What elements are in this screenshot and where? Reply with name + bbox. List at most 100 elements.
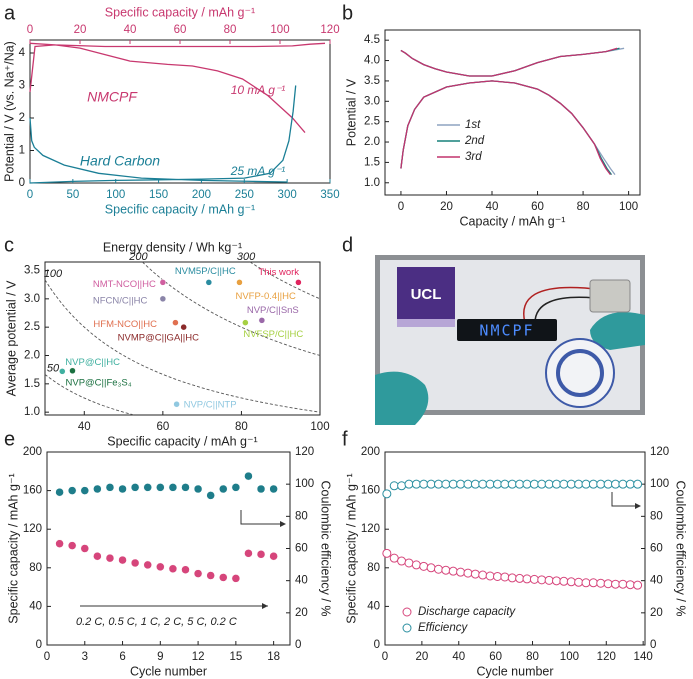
data-point xyxy=(603,479,613,489)
data-point xyxy=(537,479,547,489)
data-point xyxy=(596,578,606,588)
point-label: NVM5P/C||HC xyxy=(175,266,236,277)
data-point xyxy=(478,570,488,580)
series-label: Hard Carbon xyxy=(80,153,160,169)
iso-energy-label: 50 xyxy=(47,362,60,374)
data-point xyxy=(295,279,302,286)
y-tick-label: 2.0 xyxy=(364,136,380,148)
point-label: NFCN/C||HC xyxy=(93,295,148,306)
data-point xyxy=(588,578,598,588)
data-point xyxy=(448,479,458,489)
point-label: NVMP@C||GA||HC xyxy=(118,333,199,344)
x-tick-label: 80 xyxy=(235,421,248,433)
y-tick-label: 2.5 xyxy=(364,116,380,128)
led-badge xyxy=(457,319,557,341)
y-tick-label: 3.0 xyxy=(24,293,40,305)
x-tick-label: 60 xyxy=(489,651,502,663)
x-tick-label: 140 xyxy=(634,651,653,663)
y-tick-label: 4.5 xyxy=(364,34,380,46)
x-tick-label: 60 xyxy=(156,421,169,433)
y-tick-label: 80 xyxy=(367,562,380,574)
data-point xyxy=(258,317,266,324)
data-point xyxy=(219,573,228,582)
data-point xyxy=(193,569,203,578)
data-point xyxy=(205,279,213,286)
point-label: NMT-NCO||HC xyxy=(93,279,156,290)
data-point xyxy=(168,564,178,574)
data-point xyxy=(156,483,165,492)
data-point xyxy=(551,479,561,489)
data-point xyxy=(159,295,167,303)
axis-pointer xyxy=(240,510,284,525)
point-label: NVP@C||Fe₃S₄ xyxy=(66,377,132,388)
x-tick-label: 40 xyxy=(486,201,499,213)
data-point xyxy=(456,567,466,577)
data-point xyxy=(633,580,643,590)
point-label: NVP@C||HC xyxy=(65,357,120,368)
data-point xyxy=(269,484,278,494)
y-tick-label: 120 xyxy=(361,523,380,535)
data-point xyxy=(130,483,140,492)
data-point xyxy=(625,479,635,489)
y-tick-label: 160 xyxy=(361,485,380,497)
y-axis-label: Potential / V xyxy=(344,78,358,146)
data-point xyxy=(522,479,532,489)
axis-pointer-head xyxy=(635,503,641,509)
data-point xyxy=(242,319,249,326)
data-point xyxy=(143,483,152,492)
y2-tick-label: 60 xyxy=(295,543,308,555)
x2-axis-label: Specific capacity / mAh g⁻¹ xyxy=(105,5,255,19)
iso-energy-label: 100 xyxy=(44,268,63,280)
x-tick-label: 50 xyxy=(66,189,79,201)
data-point xyxy=(500,479,510,489)
battery-pack xyxy=(589,279,631,313)
data-point xyxy=(105,483,115,492)
data-point xyxy=(426,563,436,573)
y2-tick-label: 80 xyxy=(650,510,663,522)
x-tick-label: 18 xyxy=(267,651,280,663)
data-point xyxy=(411,479,421,489)
data-point xyxy=(463,479,473,489)
y-tick-label: 1.5 xyxy=(364,156,380,168)
data-point xyxy=(93,551,102,561)
ucl-logo: UCL xyxy=(411,286,442,303)
plot-frame xyxy=(44,261,321,416)
iso-energy-curve xyxy=(142,261,321,356)
y-tick-label: 3 xyxy=(19,80,25,92)
data-point xyxy=(566,577,576,587)
x-tick-label: 9 xyxy=(157,651,163,663)
x-tick-label: 0 xyxy=(44,651,50,663)
data-point xyxy=(105,553,115,563)
series-line xyxy=(400,47,625,175)
x-tick-label: 120 xyxy=(597,651,616,663)
data-point xyxy=(610,479,620,489)
y-tick-label: 40 xyxy=(367,600,380,612)
legend-label: 2nd xyxy=(464,135,485,147)
data-point xyxy=(55,539,64,548)
data-point xyxy=(143,560,152,570)
legend-label: Efficiency xyxy=(418,622,468,634)
y-tick-label: 1.0 xyxy=(24,406,40,418)
data-point xyxy=(441,479,451,489)
y-tick-label: 3.5 xyxy=(24,265,40,277)
data-point xyxy=(456,479,466,489)
data-point xyxy=(389,481,399,491)
data-point xyxy=(231,483,241,492)
ucl-card-lower xyxy=(397,319,455,327)
series-label: NMCPF xyxy=(87,89,138,105)
legend-label: 3rd xyxy=(465,151,482,163)
x-tick-label: 20 xyxy=(415,651,428,663)
glove xyxy=(375,371,429,425)
x-tick-label: 15 xyxy=(229,651,242,663)
y-tick-label: 4.0 xyxy=(364,55,380,67)
data-point xyxy=(231,574,241,583)
point-label: NVFSP/C||HC xyxy=(243,329,303,340)
x-tick-label: 0 xyxy=(27,189,33,201)
x-tick-label: 40 xyxy=(452,651,465,663)
panel-label: f xyxy=(342,428,348,450)
university-seal xyxy=(545,338,615,408)
data-point xyxy=(382,489,392,499)
x-axis-label: Cycle number xyxy=(476,664,553,678)
data-point xyxy=(529,574,539,584)
